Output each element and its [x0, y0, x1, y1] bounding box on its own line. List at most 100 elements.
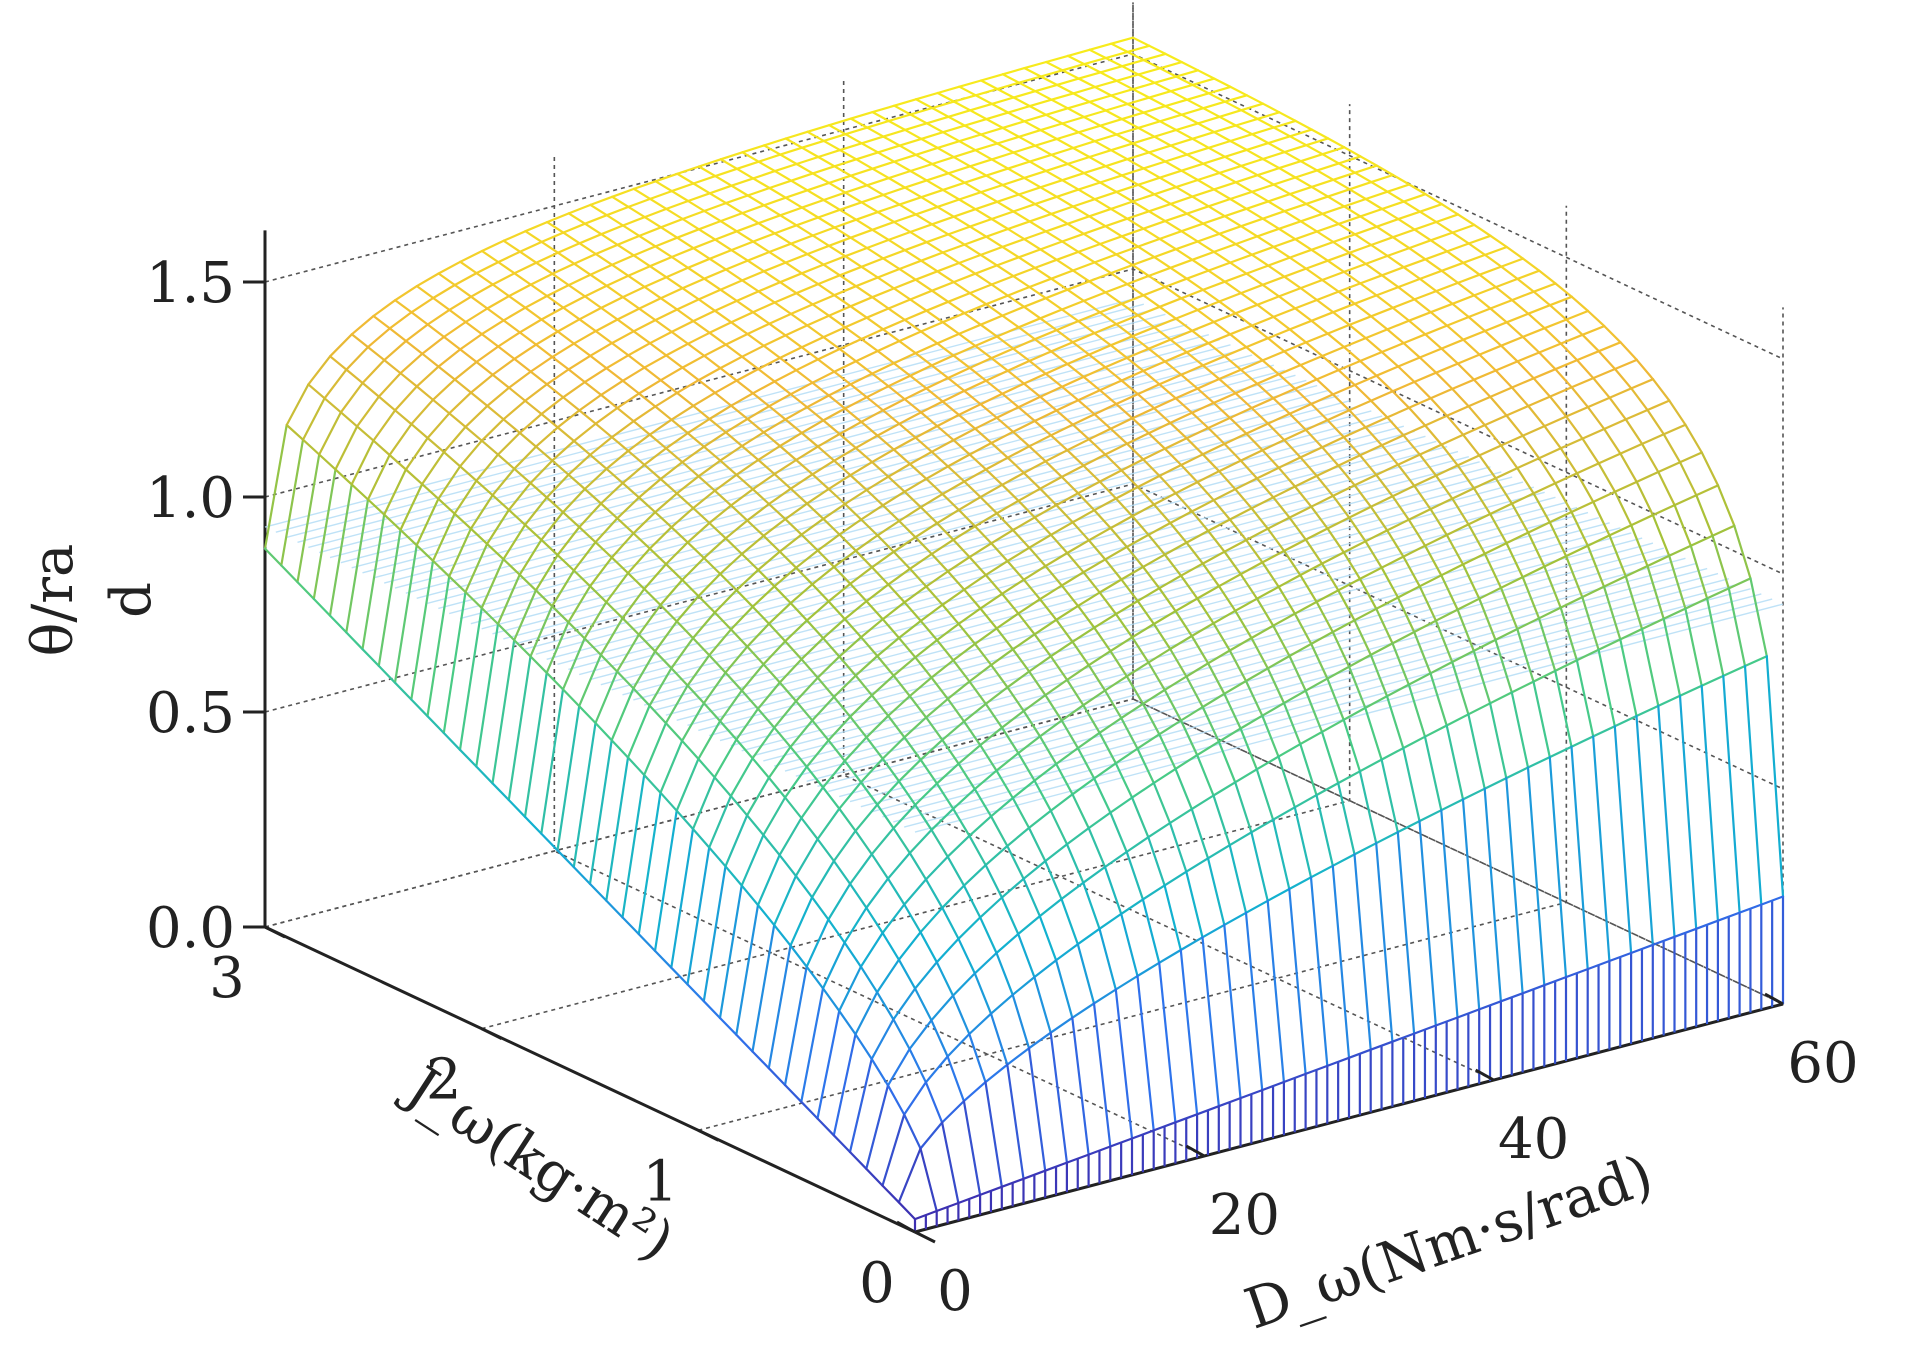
mesh-line — [849, 167, 874, 177]
mesh-line — [621, 366, 646, 382]
mesh-line — [1001, 471, 1026, 486]
mesh-line — [1027, 1047, 1047, 1172]
mesh-line — [599, 482, 624, 505]
mesh-line — [1597, 462, 1617, 493]
mesh-line — [1277, 742, 1302, 758]
mesh-line — [805, 739, 830, 768]
mesh-line — [1337, 464, 1356, 487]
mesh-line — [719, 279, 744, 291]
mesh-line — [779, 214, 798, 227]
mesh-line — [1201, 442, 1226, 456]
mesh-line — [827, 487, 847, 506]
mesh-line — [1261, 283, 1281, 298]
mesh-line — [1082, 109, 1107, 119]
mesh-line — [1147, 202, 1172, 213]
mesh-line — [1125, 442, 1145, 461]
mesh-line — [670, 190, 690, 203]
mesh-line — [805, 406, 825, 422]
mesh-line — [1174, 308, 1199, 320]
mesh-line — [1071, 509, 1096, 524]
mesh-line — [697, 757, 716, 779]
mesh-line — [909, 364, 933, 377]
mesh-line — [1065, 1153, 1090, 1164]
mesh-line — [859, 781, 879, 806]
mesh-line — [784, 406, 809, 421]
mesh-line — [464, 320, 483, 336]
mesh-line — [1364, 695, 1389, 710]
mesh-line — [1332, 171, 1357, 181]
mesh-line — [730, 240, 755, 252]
mesh-line — [838, 807, 857, 833]
mesh-line — [1559, 342, 1579, 362]
mesh-line — [941, 400, 961, 416]
mesh-line — [1234, 477, 1259, 491]
mesh-line — [958, 198, 977, 211]
mesh-line — [1391, 642, 1410, 686]
mesh-line — [1017, 129, 1042, 138]
mesh-line — [1000, 896, 1020, 936]
mesh-line — [1467, 512, 1492, 526]
mesh-line — [1104, 102, 1129, 112]
mesh-line — [502, 230, 527, 242]
mesh-line — [534, 589, 554, 608]
mesh-line — [984, 686, 1009, 706]
mesh-line — [1678, 684, 1703, 697]
mesh-line — [1109, 636, 1134, 653]
mesh-line — [1250, 315, 1275, 327]
mesh-line — [1163, 285, 1183, 300]
mesh-line — [1424, 258, 1443, 272]
mesh-line — [810, 859, 836, 899]
mesh-line — [1207, 342, 1226, 358]
mesh-line — [740, 355, 760, 371]
y-gridline — [481, 104, 1351, 1030]
mesh-line — [935, 937, 960, 964]
mesh-line — [870, 674, 895, 697]
mesh-line — [1012, 266, 1037, 278]
mesh-line — [762, 418, 787, 434]
mesh-line — [919, 906, 944, 934]
mesh-line — [990, 357, 1009, 372]
mesh-line — [1190, 794, 1215, 811]
mesh-line — [985, 294, 1009, 306]
mesh-line — [1510, 691, 1530, 769]
mesh-line — [914, 638, 939, 659]
mesh-line — [599, 393, 619, 410]
mesh-line — [1180, 297, 1199, 312]
mesh-line — [399, 372, 418, 388]
mesh-line — [1603, 325, 1622, 344]
mesh-line — [1088, 155, 1107, 168]
mesh-line — [1635, 704, 1660, 718]
mesh-line — [1321, 270, 1346, 282]
mesh-line — [1169, 90, 1189, 101]
mesh-line — [979, 496, 998, 515]
mesh-line — [1391, 1032, 1416, 1043]
mesh-line — [1017, 487, 1042, 502]
mesh-line — [833, 360, 858, 373]
mesh-line — [908, 462, 928, 480]
mesh-line — [1456, 362, 1476, 381]
mesh-line — [459, 439, 483, 468]
mesh-line — [920, 196, 939, 208]
mesh-line — [1130, 781, 1155, 799]
mesh-line — [697, 459, 722, 478]
mesh-line — [832, 1033, 857, 1137]
mesh-line — [556, 553, 576, 572]
plane-line — [849, 572, 1719, 803]
mesh-line — [1034, 90, 1053, 101]
mesh-line — [914, 522, 939, 539]
mesh-line — [1483, 245, 1508, 256]
mesh-line — [865, 475, 890, 492]
mesh-line — [421, 335, 446, 355]
mesh-line — [995, 256, 1020, 267]
mesh-line — [1554, 482, 1573, 514]
mesh-line — [1066, 449, 1085, 467]
z-tick-label: 0.5 — [146, 681, 235, 746]
mesh-line — [1180, 463, 1199, 484]
mesh-line — [518, 538, 543, 576]
mesh-line — [1234, 243, 1254, 256]
mesh-line — [860, 201, 879, 214]
mesh-line — [947, 225, 972, 236]
plane-line — [708, 506, 1578, 737]
mesh-line — [637, 932, 657, 953]
mesh-line — [491, 494, 510, 511]
